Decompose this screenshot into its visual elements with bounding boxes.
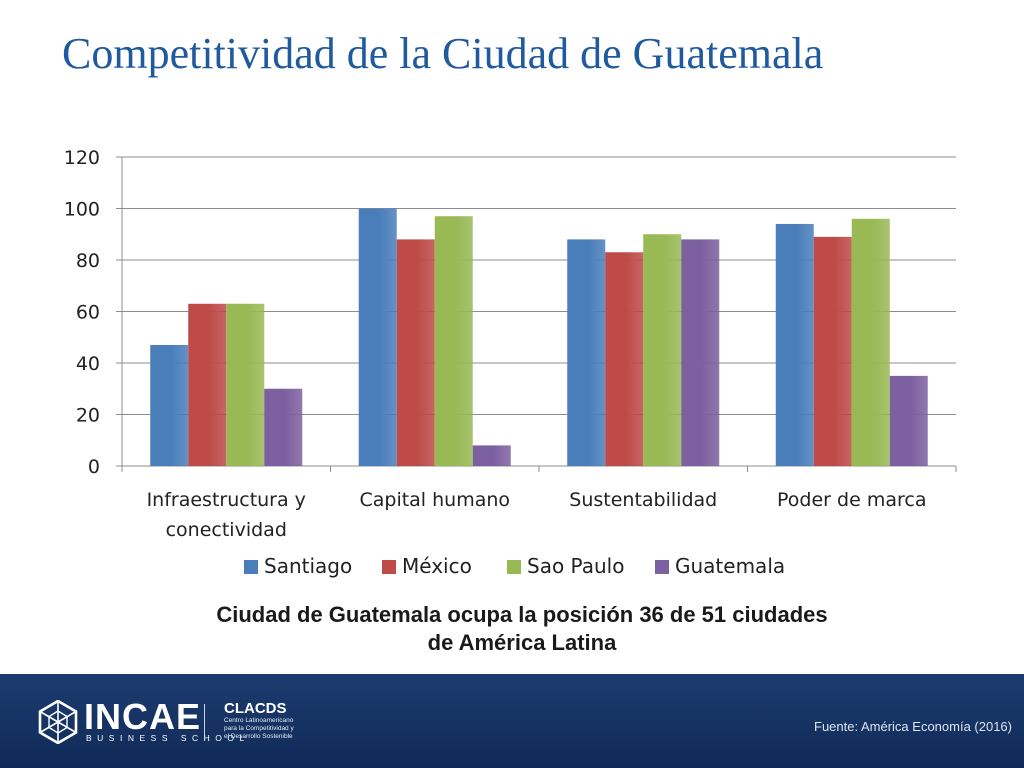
y-tick-label: 40 [76,353,100,375]
y-tick-label: 60 [76,302,100,324]
legend-swatch [507,560,521,574]
legend-label: Sao Paulo [527,554,624,578]
bar-chart: 0 20 40 60 80 100 120 Infraestructura y conectiv… [64,147,957,578]
legend-label: México [402,554,472,578]
bar-guatemala [889,375,928,466]
caption: Ciudad de Guatemala ocupa la posición 36… [0,601,1024,657]
slide-title: Competitividad de la Ciudad de Guatemala [62,29,824,78]
footer-band: INCAE BUSINESS SCHOOL CLACDS Centro Lati… [0,674,1024,768]
partner-line: el Desarrollo Sostenible [224,733,293,740]
bar-sao-paulo [226,303,265,466]
bar-santiago [150,344,189,466]
legend-swatch [382,560,396,574]
source-note: Fuente: América Economía (2016) [814,719,1012,734]
legend-label: Santiago [264,554,352,578]
y-tick-label: 120 [64,147,100,169]
legend-swatch [244,560,258,574]
bar-sao-paulo [434,216,473,466]
legend-label: Guatemala [675,554,785,578]
y-tick-label: 80 [76,250,100,272]
bar-méxico [396,239,435,466]
category-label: Sustentabilidad [569,489,717,511]
y-tick-label: 0 [88,456,100,478]
bar-sao-paulo [643,234,682,466]
brand-name: INCAE [84,696,202,737]
bar-méxico [813,236,852,466]
bar-guatemala [681,239,720,466]
category-label: Infraestructura y [147,489,306,511]
bar-santiago [358,208,397,466]
y-tick-label: 100 [64,199,100,221]
bar-guatemala [472,445,511,466]
logo-divider [204,704,205,740]
bar-méxico [605,252,644,466]
caption-line-2: de América Latina [427,630,617,655]
bar-santiago [775,223,814,466]
bar-guatemala [264,388,303,466]
caption-line-1: Ciudad de Guatemala ocupa la posición 36… [216,602,828,627]
brand-sub: BUSINESS SCHOOL [86,733,250,743]
category-label: Capital humano [359,489,510,511]
category-label: conectividad [166,519,287,541]
y-tick-label: 20 [76,405,100,427]
partner-logo: CLACDS Centro Latinoamericano para la Co… [224,700,294,741]
partner-line: para la Competitividad y [224,725,294,732]
incae-logo-icon [38,700,78,744]
partner-name: CLACDS [224,700,287,717]
partner-line: Centro Latinoamericano [224,717,294,724]
bar-santiago [567,239,606,466]
bar-méxico [188,303,227,466]
legend-swatch [655,560,669,574]
category-label: Poder de marca [777,489,926,511]
bar-sao-paulo [851,218,890,466]
